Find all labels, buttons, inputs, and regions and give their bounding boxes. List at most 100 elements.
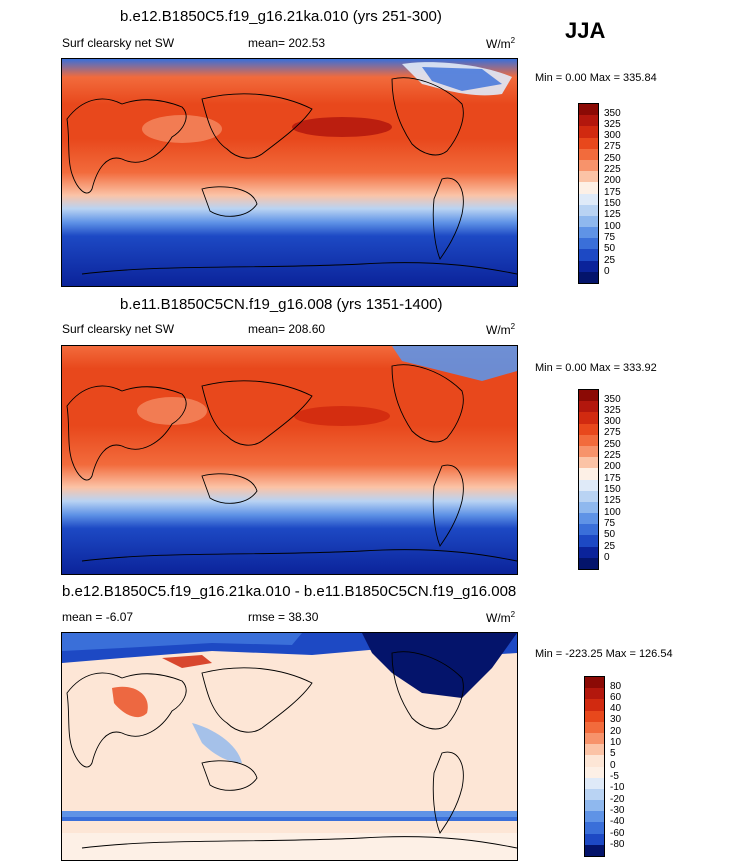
panel-2-mean-label: mean= 208.60 bbox=[248, 322, 326, 336]
colorbar-swatch bbox=[579, 215, 598, 228]
panel-2-variable-label: Surf clearsky net SW bbox=[62, 322, 175, 336]
colorbar-tick-label: -10 bbox=[610, 782, 625, 793]
colorbar-swatch bbox=[579, 401, 598, 413]
panel-3-rmse-label: rmse = 38.30 bbox=[248, 610, 319, 624]
colorbar-swatch bbox=[579, 159, 598, 172]
colorbar-tick-label: 325 bbox=[604, 119, 621, 130]
colorbar-tick-label: 80 bbox=[610, 681, 622, 692]
panel-2-colorbar-labels: 350 325 300 275 250 225 200 175 150 125 … bbox=[604, 389, 654, 570]
colorbar-tick-label: 5 bbox=[610, 748, 616, 759]
colorbar-swatch bbox=[579, 148, 598, 160]
panel-1-variable-label: Surf clearsky net SW bbox=[62, 36, 175, 50]
panel-1-title: b.e12.B1850C5.f19_g16.21ka.010 (yrs 251-… bbox=[120, 8, 442, 25]
colorbar-tick-label: 250 bbox=[604, 439, 621, 450]
colorbar-swatch bbox=[579, 423, 598, 435]
colorbar-tick-label: 60 bbox=[610, 692, 622, 703]
colorbar-swatch bbox=[579, 468, 598, 480]
colorbar-swatch bbox=[579, 104, 598, 116]
colorbar-tick-label: 325 bbox=[604, 405, 621, 416]
colorbar-tick-label: 0 bbox=[604, 266, 610, 277]
colorbar-swatch bbox=[579, 115, 598, 127]
colorbar-tick-label: 100 bbox=[604, 507, 621, 518]
colorbar-tick-label: 40 bbox=[610, 703, 622, 714]
colorbar-swatch bbox=[585, 677, 604, 689]
colorbar-tick-label: 0 bbox=[604, 552, 610, 563]
colorbar-swatch bbox=[579, 171, 598, 183]
colorbar-tick-label: -5 bbox=[610, 771, 619, 782]
colorbar-tick-label: 75 bbox=[604, 518, 616, 529]
colorbar-swatch bbox=[585, 744, 604, 756]
colorbar-tick-label: 20 bbox=[610, 726, 622, 737]
colorbar-tick-label: -20 bbox=[610, 794, 625, 805]
colorbar-swatch bbox=[579, 260, 598, 272]
colorbar-swatch bbox=[579, 546, 598, 558]
colorbar-tick-label: -30 bbox=[610, 805, 625, 816]
colorbar-tick-label: -80 bbox=[610, 839, 625, 850]
colorbar-swatch bbox=[585, 755, 604, 767]
panel-2-colorbar bbox=[578, 389, 599, 570]
colorbar-swatch bbox=[579, 501, 598, 514]
panel-1-units: W/m2 bbox=[486, 36, 516, 51]
panel-1-minmax: Min = 0.00 Max = 335.84 bbox=[535, 72, 657, 84]
panel-3-title: b.e12.B1850C5.f19_g16.21ka.010 - b.e11.B… bbox=[62, 583, 517, 600]
colorbar-swatch bbox=[579, 193, 598, 205]
colorbar-swatch bbox=[585, 788, 604, 801]
colorbar-tick-label: 175 bbox=[604, 473, 621, 484]
colorbar-swatch bbox=[579, 445, 598, 458]
colorbar-tick-label: 275 bbox=[604, 141, 621, 152]
colorbar-tick-label: 350 bbox=[604, 394, 621, 405]
colorbar-swatch bbox=[579, 249, 598, 261]
colorbar-swatch bbox=[585, 688, 604, 700]
panel-2-units: W/m2 bbox=[486, 322, 516, 337]
panel-3-map bbox=[61, 632, 518, 861]
colorbar-swatch bbox=[579, 238, 598, 250]
colorbar-swatch bbox=[579, 490, 598, 502]
colorbar-tick-label: 75 bbox=[604, 232, 616, 243]
colorbar-tick-label: 200 bbox=[604, 461, 621, 472]
panel-2-title: b.e11.B1850C5CN.f19_g16.008 (yrs 1351-14… bbox=[120, 296, 443, 313]
colorbar-swatch bbox=[585, 800, 604, 812]
colorbar-swatch bbox=[579, 126, 598, 138]
colorbar-swatch bbox=[579, 479, 598, 491]
colorbar-tick-label: -40 bbox=[610, 816, 625, 827]
colorbar-tick-label: 350 bbox=[604, 108, 621, 119]
panel-3-colorbar bbox=[584, 676, 605, 857]
colorbar-tick-label: -60 bbox=[610, 828, 625, 839]
panel-1-colorbar bbox=[578, 103, 599, 284]
colorbar-swatch bbox=[579, 457, 598, 469]
panel-1-colorbar-labels: 350 325 300 275 250 225 200 175 150 125 … bbox=[604, 103, 654, 284]
colorbar-tick-label: 0 bbox=[610, 760, 616, 771]
colorbar-swatch bbox=[579, 524, 598, 536]
colorbar-swatch bbox=[585, 844, 604, 856]
colorbar-swatch bbox=[585, 777, 604, 789]
panel-3-units: W/m2 bbox=[486, 610, 516, 625]
colorbar-swatch bbox=[585, 710, 604, 722]
colorbar-tick-label: 250 bbox=[604, 153, 621, 164]
colorbar-swatch bbox=[585, 811, 604, 823]
colorbar-swatch bbox=[579, 182, 598, 194]
colorbar-swatch bbox=[579, 412, 598, 424]
colorbar-swatch bbox=[579, 390, 598, 402]
colorbar-tick-label: 100 bbox=[604, 221, 621, 232]
colorbar-tick-label: 150 bbox=[604, 198, 621, 209]
colorbar-tick-label: 225 bbox=[604, 164, 621, 175]
colorbar-swatch bbox=[579, 227, 598, 239]
colorbar-tick-label: 30 bbox=[610, 714, 622, 725]
colorbar-tick-label: 50 bbox=[604, 243, 616, 254]
panel-2-map bbox=[61, 345, 518, 575]
panel-3-mean-label: mean = -6.07 bbox=[62, 610, 134, 624]
colorbar-tick-label: 300 bbox=[604, 130, 621, 141]
panel-3-colorbar-swatches bbox=[585, 677, 604, 856]
panel-2-minmax: Min = 0.00 Max = 333.92 bbox=[535, 362, 657, 374]
panel-1-map bbox=[61, 58, 518, 287]
colorbar-swatch bbox=[585, 699, 604, 711]
colorbar-tick-label: 200 bbox=[604, 175, 621, 186]
colorbar-tick-label: 50 bbox=[604, 529, 616, 540]
colorbar-swatch bbox=[585, 833, 604, 845]
colorbar-tick-label: 10 bbox=[610, 737, 622, 748]
colorbar-tick-label: 125 bbox=[604, 209, 621, 220]
colorbar-swatch bbox=[579, 271, 598, 283]
colorbar-tick-label: 275 bbox=[604, 427, 621, 438]
colorbar-swatch bbox=[579, 204, 598, 216]
colorbar-tick-label: 225 bbox=[604, 450, 621, 461]
